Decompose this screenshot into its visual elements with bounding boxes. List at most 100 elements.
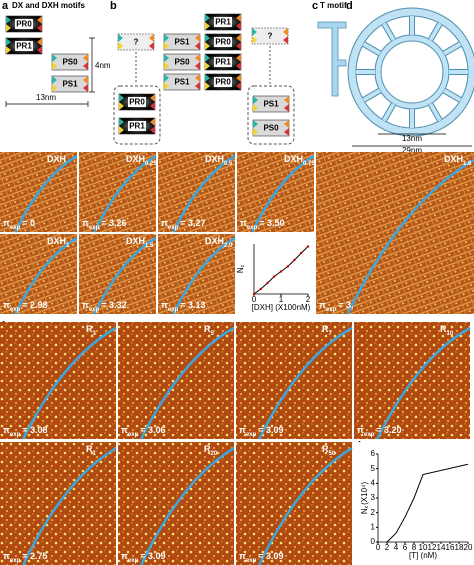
image-sub: 0.5 bbox=[224, 161, 233, 167]
sticky-end bbox=[283, 28, 288, 36]
sticky-end bbox=[83, 54, 88, 62]
tile-label: PS0 bbox=[174, 58, 190, 67]
sticky-end bbox=[164, 54, 169, 62]
boundary-arc bbox=[258, 447, 353, 565]
x-tick-label: 14 bbox=[437, 543, 446, 552]
pi-number: = 3.32 bbox=[101, 300, 126, 310]
y-tick-label: 5 bbox=[371, 464, 376, 473]
sticky-end bbox=[236, 62, 241, 70]
x-tick-label: 16 bbox=[446, 543, 455, 552]
image-name: DXH bbox=[444, 154, 463, 164]
pi-number: = 3.50 bbox=[259, 218, 284, 228]
image-name: DXH bbox=[284, 154, 303, 164]
image-label: R5 bbox=[204, 324, 215, 336]
y-tick-label: 6 bbox=[371, 449, 376, 458]
pi-value: πexp = 2.75 bbox=[3, 551, 48, 563]
pi-value: πexp = 3.06 bbox=[121, 425, 166, 437]
image-name: DXH bbox=[126, 236, 145, 246]
boundary-arc bbox=[93, 236, 157, 315]
sticky-end bbox=[150, 94, 155, 102]
spoke-fill bbox=[443, 88, 462, 102]
image-name: DXH bbox=[205, 154, 224, 164]
x-tick-label: 4 bbox=[394, 543, 399, 552]
pi-number: = 3.09 bbox=[258, 425, 283, 435]
dimension-label: 13nm bbox=[402, 134, 422, 143]
dimension bbox=[352, 133, 472, 147]
panel-letter: d bbox=[346, 0, 353, 12]
pi-sub: exp bbox=[246, 558, 257, 564]
image-name: R bbox=[86, 324, 93, 334]
sticky-end bbox=[284, 120, 289, 128]
y-label-unit: (X10⁴) bbox=[360, 482, 369, 505]
image-name: DXH bbox=[47, 236, 66, 246]
image-sub: 10 bbox=[447, 331, 454, 337]
pi-symbol: π bbox=[161, 300, 168, 310]
pi-sub: exp bbox=[10, 307, 21, 313]
boundary-arc bbox=[172, 236, 236, 315]
pi-value: πexp = 3.20 bbox=[357, 425, 402, 437]
sticky-end bbox=[37, 46, 42, 54]
option-box bbox=[247, 85, 295, 145]
panel-letter: a bbox=[2, 0, 9, 12]
pi-number: = 3.26 bbox=[101, 218, 126, 228]
sticky-end bbox=[83, 62, 88, 70]
pi-symbol: π bbox=[161, 218, 168, 228]
sticky-end bbox=[195, 62, 200, 70]
image-label: DXH0.75 bbox=[284, 154, 315, 166]
tile-label: PS1 bbox=[263, 100, 279, 109]
sticky-end bbox=[37, 38, 42, 46]
x-tick-label: 1 bbox=[279, 295, 284, 304]
pi-symbol: π bbox=[3, 551, 10, 561]
point bbox=[306, 245, 310, 248]
image-label: R10 bbox=[440, 324, 454, 336]
x-tick-label: 12 bbox=[428, 543, 437, 552]
pi-symbol: π bbox=[239, 425, 246, 435]
panel-letter: b bbox=[110, 0, 117, 12]
image-label: R7 bbox=[322, 324, 333, 336]
spoke-fill bbox=[428, 103, 442, 122]
image-name: R bbox=[440, 324, 447, 334]
sticky-end bbox=[6, 16, 11, 24]
sticky-end bbox=[236, 42, 241, 50]
tile-label: PS1 bbox=[62, 80, 78, 89]
sticky-end bbox=[205, 22, 210, 30]
tile-label: PS0 bbox=[62, 58, 78, 67]
pi-value: πexp = 3.09 bbox=[121, 551, 166, 563]
boundary-arc bbox=[93, 154, 157, 233]
boundary-arc bbox=[346, 159, 474, 315]
tile-label: PR1 bbox=[16, 42, 32, 51]
sticky-end bbox=[195, 74, 200, 82]
pi-value: πexp = 3.26 bbox=[82, 218, 127, 230]
sticky-end bbox=[119, 126, 124, 134]
y-label: N bbox=[360, 508, 369, 514]
sticky-end bbox=[205, 82, 210, 90]
y-tick-label: 1 bbox=[371, 522, 376, 531]
point bbox=[252, 292, 256, 296]
spoke-fill bbox=[382, 103, 396, 122]
y-tick-label: 4 bbox=[371, 478, 376, 487]
sticky-end bbox=[253, 104, 258, 112]
image-name: R bbox=[204, 444, 211, 454]
image-sub: 5 bbox=[211, 331, 215, 337]
pi-sub: exp bbox=[89, 225, 100, 231]
pi-sub: exp bbox=[10, 558, 21, 564]
point bbox=[266, 281, 269, 285]
x-tick-label: 6 bbox=[403, 543, 408, 552]
image-name: R bbox=[322, 324, 329, 334]
label-box bbox=[128, 97, 146, 107]
point bbox=[259, 287, 262, 291]
sticky-end bbox=[236, 22, 241, 30]
boundary-arc bbox=[22, 326, 117, 440]
image-label: R20 bbox=[204, 444, 218, 456]
pi-number: = 3. bbox=[338, 300, 353, 310]
label-box bbox=[15, 41, 33, 51]
image-sub: 2.0 bbox=[224, 243, 233, 249]
label-box bbox=[214, 17, 232, 27]
image-label: R3 bbox=[86, 324, 97, 336]
x-tick-label: 8 bbox=[412, 543, 417, 552]
image-sub: 50 bbox=[329, 451, 336, 457]
tile-label: PR0 bbox=[129, 98, 145, 107]
image-label: R50 bbox=[322, 444, 336, 456]
boundary-arc bbox=[14, 236, 78, 315]
